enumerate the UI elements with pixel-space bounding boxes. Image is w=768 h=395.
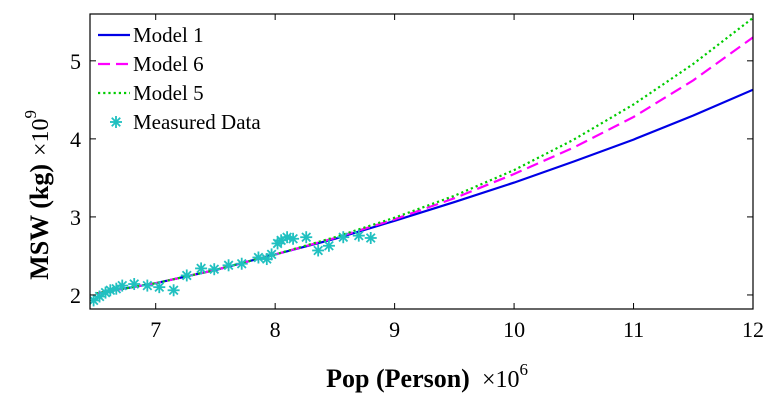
x-axis-exponent: ×106: [482, 360, 528, 393]
y-tick-label: 2: [70, 283, 81, 308]
y-exponent-base: ×10: [28, 118, 54, 156]
measured-data-point: [235, 257, 248, 270]
x-axis-label: Pop (Person): [326, 364, 470, 393]
legend-item-model-6: Model 6: [98, 52, 204, 76]
y-tick-label: 3: [70, 205, 81, 230]
marker-stroke: [266, 249, 277, 260]
measured-data-point: [287, 232, 300, 245]
marker-stroke: [105, 285, 116, 296]
measured-data-point: [128, 278, 141, 291]
x-tick-label: 7: [150, 317, 161, 342]
x-tick-label: 11: [623, 317, 644, 342]
legend-item-model-5: Model 5: [98, 81, 204, 105]
marker-stroke: [301, 232, 312, 243]
y-tick-label: 5: [70, 49, 81, 74]
marker-stroke: [154, 282, 165, 293]
marker-stroke: [129, 279, 140, 289]
marker-stroke: [90, 295, 99, 306]
measured-data-point: [93, 290, 106, 303]
y-exponent-power: 9: [21, 110, 40, 119]
marker-stroke: [117, 280, 128, 291]
marker-stroke: [288, 233, 298, 244]
marker-stroke: [142, 280, 153, 291]
x-exponent-base: ×10: [482, 367, 520, 393]
marker-stroke: [236, 258, 247, 269]
plot-area: [90, 17, 753, 307]
x-tick-label: 12: [742, 317, 764, 342]
x-exponent-power: 6: [520, 360, 529, 379]
measured-data-point: [180, 269, 193, 282]
measured-data-point: [265, 248, 278, 261]
marker-stroke: [313, 245, 324, 256]
measured-data-point: [141, 279, 154, 292]
measured-data-point: [167, 284, 180, 297]
x-tick-label: 10: [503, 317, 525, 342]
y-axis-label: MSW (kg): [25, 164, 54, 280]
measured-data-point: [116, 279, 129, 292]
measured-data-point: [252, 251, 265, 264]
legend-label: Measured Data: [133, 110, 261, 134]
legend-item-measured-data: Measured Data: [110, 110, 261, 134]
y-tick-label: 4: [70, 127, 81, 152]
measured-data-point: [300, 231, 313, 244]
measured-data-point: [222, 259, 235, 272]
measured-data-point: [208, 263, 221, 276]
marker-stroke: [253, 252, 264, 263]
measured-data-point: [352, 229, 365, 242]
marker-stroke: [209, 264, 220, 275]
x-tick-label: 9: [389, 317, 400, 342]
marker-stroke: [94, 291, 105, 302]
marker-stroke: [353, 230, 364, 241]
marker-stroke: [168, 285, 179, 296]
x-tick-label: 8: [270, 317, 281, 342]
marker-stroke: [181, 270, 192, 281]
marker-stroke: [365, 233, 376, 243]
measured-data-point: [312, 244, 325, 257]
measured-data-point: [90, 294, 100, 307]
marker-stroke: [111, 117, 121, 127]
legend-item-model-1: Model 1: [98, 23, 204, 47]
marker-stroke: [324, 240, 334, 251]
measured-data-point: [195, 262, 208, 275]
axes: 7 8 9 10 11 12 2 3 4 5: [70, 13, 764, 342]
measured-data-point: [153, 281, 166, 294]
measured-data-point: [322, 239, 335, 252]
legend: Model 1 Model 6 Model 5 Measured Data: [98, 23, 261, 134]
plot-frame: [89, 13, 754, 310]
y-axis-label-group: MSW (kg) ×109: [21, 110, 54, 280]
marker-stroke: [338, 232, 349, 243]
legend-label: Model 5: [133, 81, 204, 105]
marker-stroke: [223, 260, 234, 271]
measured-data-point: [110, 116, 122, 128]
marker-stroke: [196, 263, 206, 274]
measured-data-point: [337, 231, 350, 244]
legend-label: Model 6: [133, 52, 204, 76]
legend-label: Model 1: [133, 23, 204, 47]
measured-data-point: [364, 231, 377, 244]
y-axis-exponent: ×109: [21, 110, 54, 156]
